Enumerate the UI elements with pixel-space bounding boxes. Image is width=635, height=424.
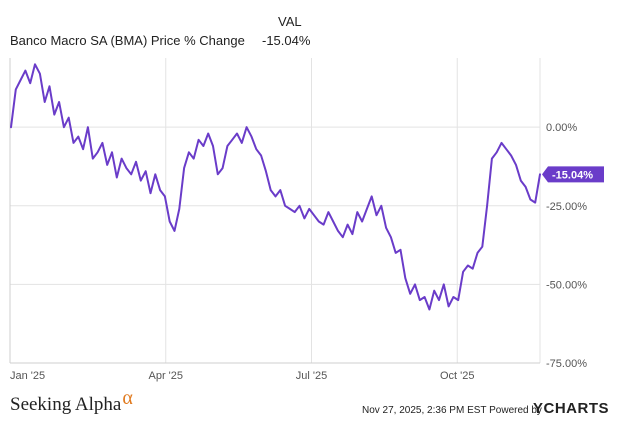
x-tick-label: Apr '25 [148,370,183,382]
last-value-badge: -15.04% [542,166,604,183]
y-tick-label: 0.00% [546,122,577,134]
footer-timestamp: Nov 27, 2025, 2:36 PM EST Powered by [362,405,542,416]
series-line-bma [10,63,541,311]
ycharts-wordmark: YCHARTS [533,400,610,417]
x-tick-label: Jul '25 [296,370,327,382]
y-tick-label: -75.00% [546,358,587,370]
seeking-alpha-wordmark: Seeking Alpha [10,394,122,415]
last-value-badge-shape [542,166,604,183]
grid-lines [9,58,541,364]
alpha-symbol: α [122,387,133,409]
legend-column-header: VAL [278,14,302,29]
y-tick-label: -50.00% [546,279,587,291]
y-tick-label: -25.00% [546,201,587,213]
x-tick-label: Oct '25 [440,370,475,382]
x-tick-label: Jan '25 [10,370,45,382]
y-axis-ticks: 0.00% -25.00% -50.00% -75.00% [546,122,587,370]
last-value-label: -15.04% [552,169,593,181]
seeking-alpha-logo: Seeking Alphaα [10,387,133,416]
legend-series-value: -15.04% [262,33,311,48]
x-axis-ticks: Jan '25 Apr '25 Jul '25 Oct '25 [10,370,475,382]
ycharts-logo: YCHARTS [533,400,609,417]
legend-series-name: Banco Macro SA (BMA) Price % Change [10,33,245,48]
